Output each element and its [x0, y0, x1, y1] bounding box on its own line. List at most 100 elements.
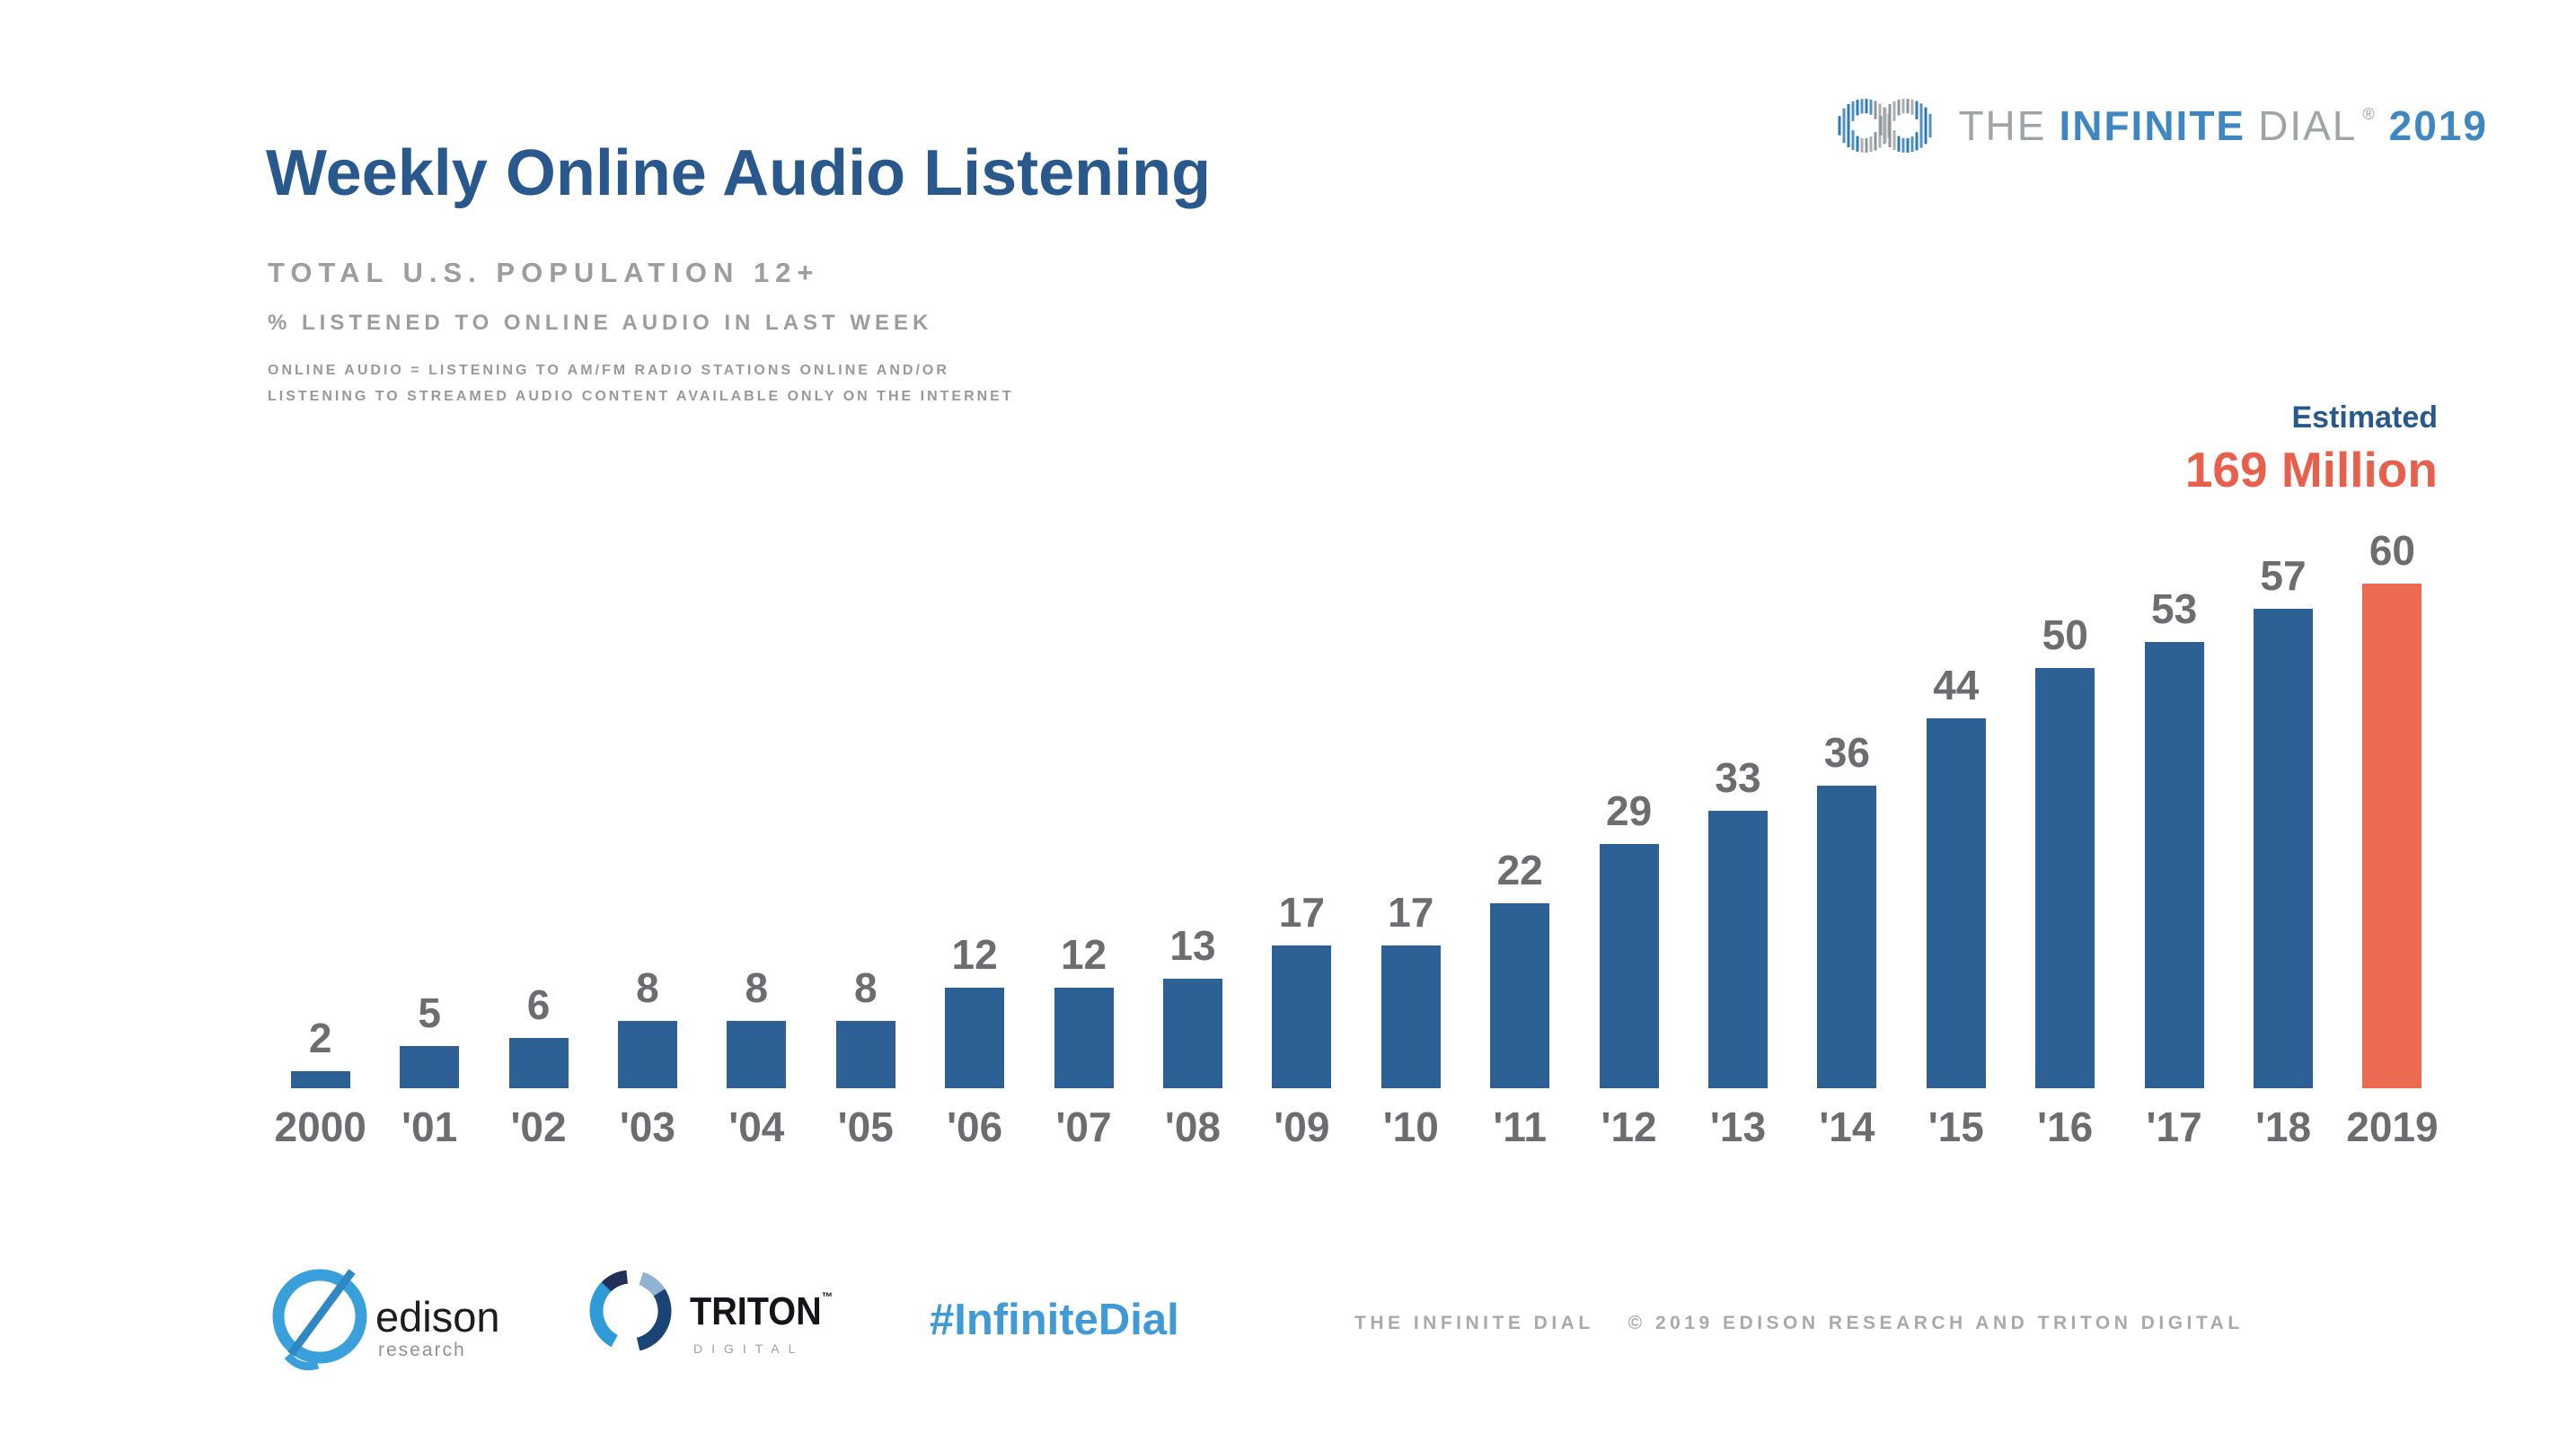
bar-column-15: 44 '15: [1901, 503, 2010, 1165]
x-axis-cell: '07: [1055, 1088, 1111, 1165]
bar-value-label: 13: [1169, 922, 1216, 969]
bar-column-16: 50 '16: [2011, 503, 2120, 1165]
bar-value-label: 12: [1060, 931, 1107, 978]
x-axis-cell: '17: [2147, 1088, 2202, 1165]
x-axis-label: '05: [837, 1104, 894, 1150]
x-axis-label: '12: [1601, 1104, 1657, 1150]
infinite-dial-logo: THE INFINITE DIAL ® 2019: [1836, 86, 2488, 165]
bar-value-label: 50: [2042, 611, 2088, 658]
bar-column-06: 12 '06: [920, 503, 1028, 1165]
edison-logo: edison research: [260, 1250, 500, 1385]
edison-sub: research: [378, 1340, 466, 1360]
estimated-label: Estimated: [2291, 400, 2439, 435]
page-title: Weekly Online Audio Listening: [266, 137, 1212, 209]
triton-logo-icon: [589, 1270, 672, 1352]
bar: [2254, 609, 2314, 1088]
bar: [1381, 945, 1441, 1088]
x-axis-cell: '05: [838, 1088, 894, 1165]
bar-value-label: 33: [1715, 754, 1761, 801]
brand-dial: DIAL: [2258, 102, 2358, 149]
bar-column-2000: 2 2000: [266, 503, 375, 1165]
x-axis-label: '07: [1055, 1104, 1112, 1150]
bar: [727, 1021, 787, 1088]
x-axis-cell: '13: [1710, 1088, 1766, 1165]
bar: [1272, 945, 1332, 1088]
bar-column-11: 22 '11: [1465, 503, 1574, 1165]
x-axis-label: '11: [1493, 1104, 1547, 1150]
bar: [1054, 988, 1114, 1088]
bar-value-label: 53: [2151, 585, 2198, 632]
bar-value-label: 8: [853, 964, 878, 1011]
infinite-dial-logo-icon: [1838, 99, 1932, 153]
triton-logo: TRITON™ DIGITAL: [584, 1264, 849, 1358]
x-axis-label: '02: [510, 1104, 567, 1150]
x-axis-cell: 2019: [2346, 1088, 2438, 1165]
bar-column-2019: 60 2019: [2338, 503, 2447, 1165]
bar-value-label: 57: [2260, 552, 2307, 599]
bar-value-label: 8: [636, 964, 659, 1011]
credit-infinite-dial: THE INFINITE DIAL: [1354, 1313, 1594, 1333]
registered-mark-icon: ®: [2362, 105, 2377, 123]
x-axis-cell: '06: [947, 1088, 1002, 1165]
subtitle-population: TOTAL U.S. POPULATION 12+: [268, 257, 820, 288]
x-axis-label: '09: [1274, 1104, 1330, 1150]
bar-column-07: 12 '07: [1029, 503, 1138, 1165]
triton-name: TRITON™: [690, 1289, 833, 1334]
bar-column-05: 8 '05: [811, 503, 920, 1165]
bar-value-label: 22: [1496, 847, 1543, 893]
bar-value-label: 44: [1933, 662, 1980, 708]
bar-column-02: 6 '02: [484, 503, 593, 1165]
note-line-1: ONLINE AUDIO = LISTENING TO AM/FM RADIO …: [268, 363, 949, 378]
bar-column-13: 33 '13: [1683, 503, 1792, 1165]
bar: [1817, 786, 1877, 1088]
bar-value-label: 17: [1388, 889, 1434, 936]
x-axis-cell: '10: [1383, 1088, 1439, 1165]
x-axis-cell: '11: [1493, 1088, 1547, 1165]
triton-sub: DIGITAL: [693, 1341, 805, 1356]
bar: [617, 1021, 677, 1088]
bar-value-label: 17: [1278, 889, 1325, 936]
note-line-2: LISTENING TO STREAMED AUDIO CONTENT AVAI…: [268, 389, 1014, 404]
estimated-annotation: Estimated 169 Million: [2185, 400, 2438, 498]
bar: [2144, 642, 2204, 1088]
bar-column-04: 8 '04: [702, 503, 811, 1165]
bar-chart: 2 2000 5 '01 6 '02 8 '03 8 '04 8 '05 12 '06 12 '07 13 '08…: [266, 503, 2447, 1165]
x-axis-cell: 2000: [275, 1088, 366, 1165]
x-axis-cell: '18: [2255, 1088, 2311, 1165]
estimated-value: 169 Million: [2184, 442, 2438, 497]
bar: [1162, 979, 1222, 1088]
x-axis-label: '17: [2146, 1104, 2202, 1150]
x-axis-cell: '01: [401, 1088, 457, 1165]
bar: [2362, 584, 2422, 1088]
bar: [508, 1038, 569, 1088]
bar-column-14: 36 '14: [1793, 503, 1901, 1165]
bar: [2035, 668, 2095, 1088]
bar: [400, 1046, 460, 1088]
footer-credits: THE INFINITE DIAL © 2019 EDISON RESEARCH …: [1354, 1313, 2278, 1334]
bar-column-12: 29 '12: [1575, 503, 1683, 1165]
x-axis-label: 2000: [274, 1104, 366, 1150]
x-axis-label: '13: [1709, 1104, 1767, 1150]
trademark-icon: ™: [821, 1289, 834, 1304]
x-axis-cell: '15: [1928, 1088, 1984, 1165]
x-axis-label: '04: [728, 1104, 785, 1150]
bar-value-label: 8: [745, 964, 769, 1011]
x-axis-label: '18: [2254, 1104, 2312, 1150]
bar-value-label: 2: [308, 1015, 332, 1061]
bar-value-label: 36: [1823, 729, 1870, 776]
x-axis-cell: '09: [1274, 1088, 1329, 1165]
edison-name: edison: [375, 1293, 500, 1341]
x-axis-label: '14: [1819, 1104, 1875, 1150]
edison-logo-icon: [272, 1269, 367, 1371]
x-axis-label: '08: [1164, 1104, 1221, 1150]
x-axis-label: '10: [1382, 1104, 1439, 1150]
x-axis-cell: '02: [510, 1088, 566, 1165]
bar: [290, 1071, 350, 1088]
brand-the: THE: [1958, 102, 2047, 149]
bar: [945, 988, 1005, 1088]
brand-year: 2019: [2388, 102, 2488, 149]
x-axis-cell: '03: [620, 1088, 675, 1165]
bar-column-08: 13 '08: [1138, 503, 1247, 1165]
x-axis-cell: '08: [1165, 1088, 1221, 1165]
